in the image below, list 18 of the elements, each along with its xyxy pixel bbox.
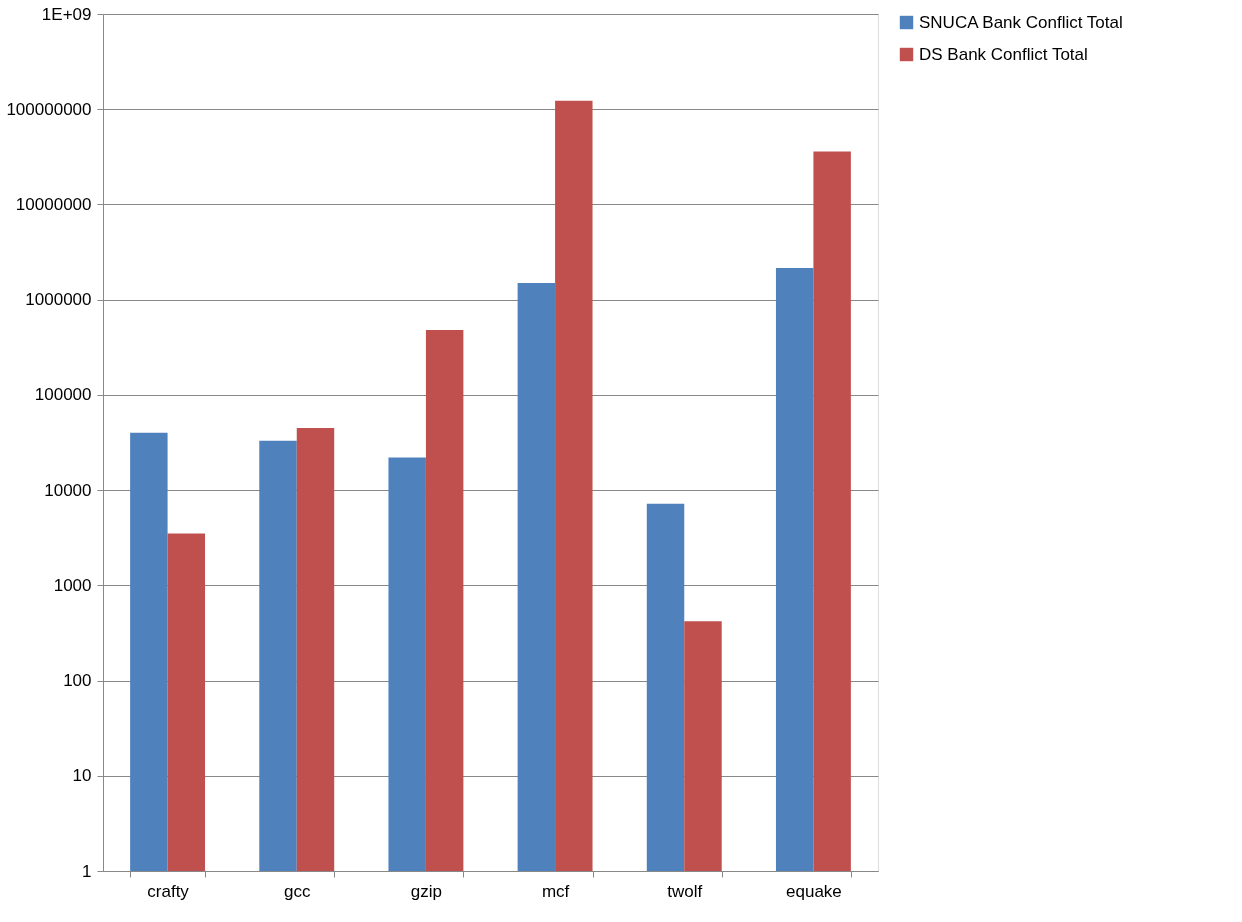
x-tick-label: crafty <box>147 881 190 901</box>
x-tick-label: equake <box>786 881 842 901</box>
y-tick-label: 1000000 <box>25 290 92 310</box>
x-tick-label: gzip <box>410 881 443 901</box>
legend-label: DS Bank Conflict Total <box>919 44 1088 64</box>
y-tick-label: 10000 <box>44 480 92 500</box>
y-tick-label: 10000000 <box>15 194 92 214</box>
y-tick-label: 10 <box>72 766 92 786</box>
y-tick-label: 1 <box>82 861 92 881</box>
y-tick-label: 100 <box>63 671 92 691</box>
y-tick-label: 1E+09 <box>41 4 92 24</box>
x-tick-label: twolf <box>667 881 703 901</box>
x-tick-label: mcf <box>541 881 570 901</box>
x-tick-label: gcc <box>284 881 311 901</box>
legend-label: SNUCA Bank Conflict Total <box>919 12 1123 32</box>
y-tick-label: 100000000 <box>6 99 92 119</box>
y-tick-label: 100000 <box>34 385 92 405</box>
y-tick-label: 1000 <box>53 575 92 595</box>
